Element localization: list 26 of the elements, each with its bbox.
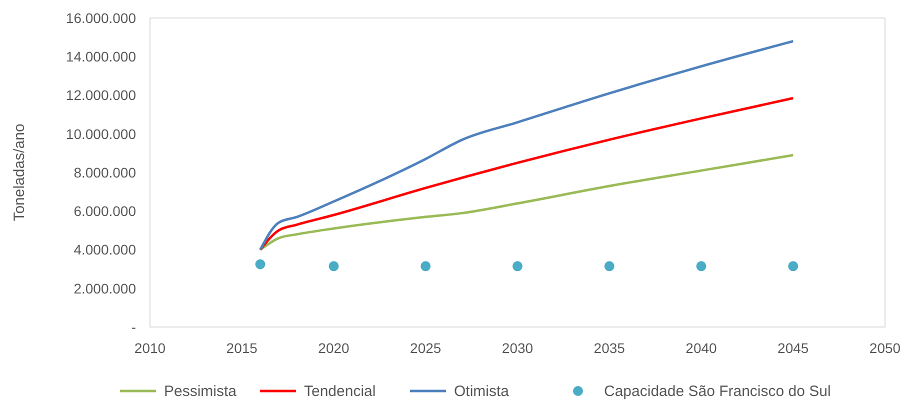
x-tick-label: 2020 xyxy=(318,340,350,356)
line-series xyxy=(259,96,794,251)
y-tick-label: - xyxy=(131,318,136,335)
x-tick-label: 2025 xyxy=(410,340,442,356)
x-tick-label: 2030 xyxy=(502,340,534,356)
legend-label: Otimista xyxy=(454,383,510,400)
x-tick-label: 2040 xyxy=(686,340,718,356)
y-tick-label: 16.000.000 xyxy=(66,10,136,26)
legend-label: Pessimista xyxy=(164,383,238,400)
legend-label: Tendencial xyxy=(304,383,376,400)
x-tick-label: 2035 xyxy=(594,340,626,356)
y-tick-label: 14.000.000 xyxy=(66,48,136,65)
line-series xyxy=(259,40,794,251)
line-series xyxy=(259,154,794,251)
y-tick-label: 4.000.000 xyxy=(74,242,136,258)
legend-label: Capacidade São Francisco do Sul xyxy=(604,383,831,400)
y-axis-title: Toneladas/ano xyxy=(11,124,28,222)
y-tick-label: 10.000.000 xyxy=(66,126,136,142)
y-tick-label: 6.000.000 xyxy=(74,203,136,220)
y-tick-label: 8.000.000 xyxy=(74,164,136,180)
x-tick-label: 2015 xyxy=(226,340,258,356)
x-tick-label: 2045 xyxy=(778,340,809,356)
x-tick-label: 2010 xyxy=(134,340,166,356)
x-tick-label: 2050 xyxy=(869,340,901,356)
y-tick-label: 2.000.000 xyxy=(74,280,136,296)
y-tick-label: 12.000.000 xyxy=(66,87,136,104)
